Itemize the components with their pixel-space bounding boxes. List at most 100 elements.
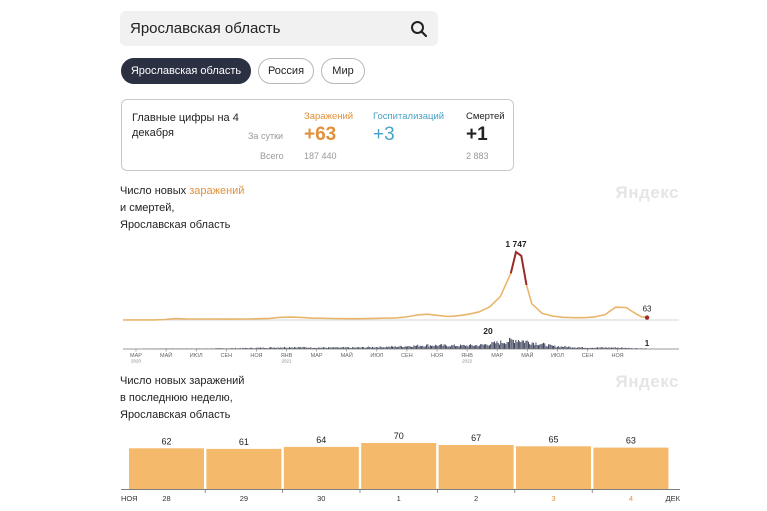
week-bar: [206, 448, 282, 489]
deaths-bar: [517, 340, 519, 349]
tab-yaroslavl-region[interactable]: Ярославская область: [121, 58, 251, 84]
deaths-bar: [429, 345, 431, 349]
deaths-bar: [245, 347, 246, 349]
deaths-bar: [446, 345, 448, 349]
deaths-bar: [359, 347, 361, 349]
deaths-bar: [595, 347, 597, 349]
deaths-bar: [315, 347, 317, 349]
deaths-bar: [543, 342, 544, 349]
week-bar: [438, 445, 514, 489]
search-input[interactable]: Ярославская область: [120, 11, 438, 46]
x-tick-label: МАР: [491, 353, 503, 359]
deaths-bar: [417, 344, 419, 349]
infections-label: Заражений: [304, 111, 354, 122]
deaths-bar: [297, 346, 299, 349]
deaths-bar: [507, 342, 509, 349]
week-bar: [283, 446, 359, 489]
deaths-bar: [607, 347, 609, 349]
deaths-bar: [520, 342, 522, 349]
deaths-bar: [567, 347, 568, 349]
deaths-bar: [452, 345, 454, 349]
x-tick-label: МАЙ: [160, 351, 172, 359]
search-icon[interactable]: [410, 20, 428, 38]
deaths-bar: [593, 348, 595, 349]
yandex-logo-2: Яндекс: [615, 372, 679, 391]
deaths-bar: [476, 345, 478, 349]
x-tick-label: СЕН: [401, 353, 413, 359]
deaths-bar: [325, 347, 327, 349]
deaths-bar: [588, 348, 590, 349]
x-tick-label: НОЯ: [431, 353, 443, 359]
deaths-bar: [453, 344, 455, 349]
infections-peak-label: 1 747: [505, 239, 527, 249]
deaths-bar: [524, 342, 526, 349]
deaths-bar: [312, 348, 314, 349]
deaths-bar: [554, 345, 556, 349]
deaths-bar: [292, 347, 294, 349]
week-edge-left: НОЯ: [121, 494, 138, 503]
deaths-bar: [418, 346, 420, 349]
week-bar-value: 62: [161, 436, 171, 446]
tab-world[interactable]: Мир: [321, 58, 365, 84]
deaths-bar: [414, 345, 416, 349]
row-label-daily: За сутки: [248, 131, 284, 141]
deaths-bar: [522, 340, 524, 349]
tab-russia[interactable]: Россия: [258, 58, 314, 84]
deaths-bar: [232, 348, 234, 349]
deaths-bar: [445, 344, 446, 349]
deaths-bar: [399, 345, 401, 349]
deaths-bar: [597, 347, 598, 349]
infections-last-point: [644, 315, 650, 320]
chart1-title-part1: Число новых: [120, 185, 190, 197]
deaths-bar: [404, 346, 406, 349]
deaths-bar: [286, 347, 288, 349]
deaths-bar: [431, 345, 432, 349]
deaths-bar: [363, 347, 365, 349]
chart1-title-line3: Ярославская область: [120, 219, 231, 231]
deaths-bar: [276, 347, 278, 349]
deaths-bar: [506, 342, 508, 349]
chart2-title-line2: в последнюю неделю,: [120, 392, 233, 404]
deaths-bar: [251, 347, 253, 349]
week-bar-category: 2: [474, 494, 478, 503]
deaths-bar: [579, 347, 581, 349]
deaths-bar: [408, 346, 410, 349]
x-tick-year: 2020: [131, 359, 142, 364]
deaths-bar: [316, 348, 318, 349]
deaths-bar: [339, 347, 341, 349]
deaths-bar: [370, 347, 372, 349]
deaths-bar: [403, 347, 405, 349]
week-bar-value: 64: [316, 435, 326, 445]
deaths-bar: [242, 347, 244, 349]
chart1-title-line2: и смертей,: [120, 202, 175, 214]
summary-card: Главные цифры на 4 декабря За сутки Всег…: [121, 99, 514, 171]
deaths-bar: [331, 347, 333, 349]
deaths-bar: [307, 347, 309, 349]
deaths-bar: [389, 347, 391, 349]
week-bar-value: 61: [239, 437, 249, 447]
deaths-bar: [262, 347, 264, 349]
deaths-bar: [512, 339, 514, 349]
infections-last-label: 63: [643, 305, 652, 314]
deaths-bar: [447, 346, 449, 349]
deaths-bar: [470, 344, 471, 349]
deaths-bar: [272, 347, 274, 349]
deaths-bar: [335, 347, 337, 349]
deaths-bar: [497, 343, 499, 349]
deaths-bar: [559, 347, 561, 349]
deaths-bar: [478, 345, 480, 349]
deaths-bar: [468, 344, 470, 349]
deaths-bar: [282, 347, 284, 349]
deaths-bar: [580, 347, 582, 349]
deaths-bar: [485, 344, 487, 349]
deaths-bar: [333, 347, 334, 349]
week-bar: [516, 446, 591, 489]
deaths-bar: [393, 346, 395, 349]
deaths-bar: [603, 347, 605, 349]
deaths-bar: [617, 347, 619, 349]
deaths-bar: [600, 347, 602, 349]
deaths-bar: [317, 347, 319, 349]
deaths-bar: [314, 347, 316, 349]
x-tick-label: МАР: [311, 353, 323, 359]
deaths-bar: [499, 344, 500, 349]
